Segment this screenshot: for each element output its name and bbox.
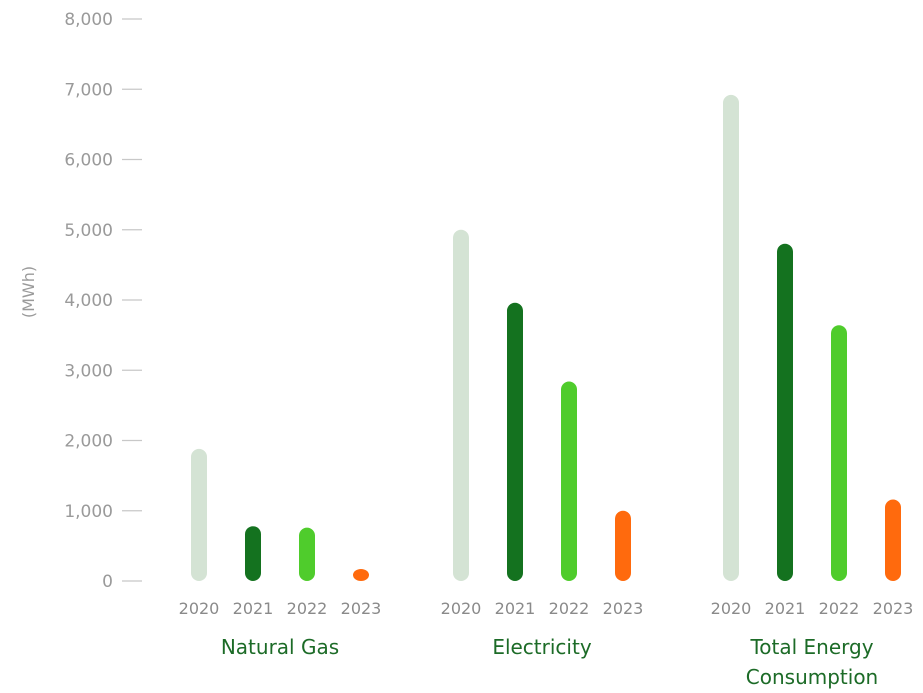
y-tick-label: 7,000 bbox=[64, 80, 113, 100]
x-tick-label: 2021 bbox=[233, 599, 274, 618]
x-tick-label: 2020 bbox=[711, 599, 752, 618]
year-labels: 2020 2021 2022 2023 2020 2021 2022 2023 2020 2021… bbox=[179, 599, 914, 618]
bar-2022 bbox=[831, 325, 847, 581]
bar-2020 bbox=[723, 94, 739, 582]
category-label: Natural Gas bbox=[221, 635, 339, 659]
bars bbox=[191, 94, 901, 582]
y-axis-title: (MWh) bbox=[19, 266, 38, 318]
x-tick-label: 2020 bbox=[179, 599, 220, 618]
x-tick-label: 2023 bbox=[341, 599, 382, 618]
category-label: Consumption bbox=[746, 665, 878, 689]
x-tick-label: 2021 bbox=[765, 599, 806, 618]
x-tick-label: 2023 bbox=[873, 599, 914, 618]
bar-2022 bbox=[299, 527, 315, 581]
x-tick-label: 2022 bbox=[287, 599, 328, 618]
bar-2021 bbox=[245, 526, 261, 581]
bar-2020 bbox=[453, 229, 469, 581]
group-labels: Natural Gas Electricity Total Energy Consum… bbox=[221, 635, 878, 689]
bar-2023 bbox=[353, 569, 369, 581]
x-tick-label: 2021 bbox=[495, 599, 536, 618]
y-tick-label: 4,000 bbox=[64, 291, 113, 311]
y-tick-label: 5,000 bbox=[64, 221, 113, 241]
bar-2023 bbox=[885, 499, 901, 581]
bar-2023 bbox=[615, 510, 631, 581]
y-tick-label: 8,000 bbox=[64, 10, 113, 30]
y-tick-label: 3,000 bbox=[64, 361, 113, 381]
bar-2021 bbox=[777, 243, 793, 582]
bar-2020 bbox=[191, 448, 207, 581]
bar-2022 bbox=[561, 381, 577, 581]
category-label: Electricity bbox=[492, 635, 592, 659]
x-tick-label: 2020 bbox=[441, 599, 482, 618]
y-tick-label: 1,000 bbox=[64, 502, 113, 522]
x-tick-label: 2022 bbox=[549, 599, 590, 618]
bar-2021 bbox=[507, 302, 523, 581]
y-tick-label: 2,000 bbox=[64, 432, 113, 452]
category-label: Total Energy bbox=[749, 635, 873, 659]
x-tick-label: 2023 bbox=[603, 599, 644, 618]
y-tick-label: 0 bbox=[102, 572, 113, 592]
y-tick-label: 6,000 bbox=[64, 151, 113, 171]
x-tick-label: 2022 bbox=[819, 599, 860, 618]
y-axis: 0 1,000 2,000 3,000 4,000 5,000 6,000 7,000 8,00… bbox=[64, 10, 142, 592]
